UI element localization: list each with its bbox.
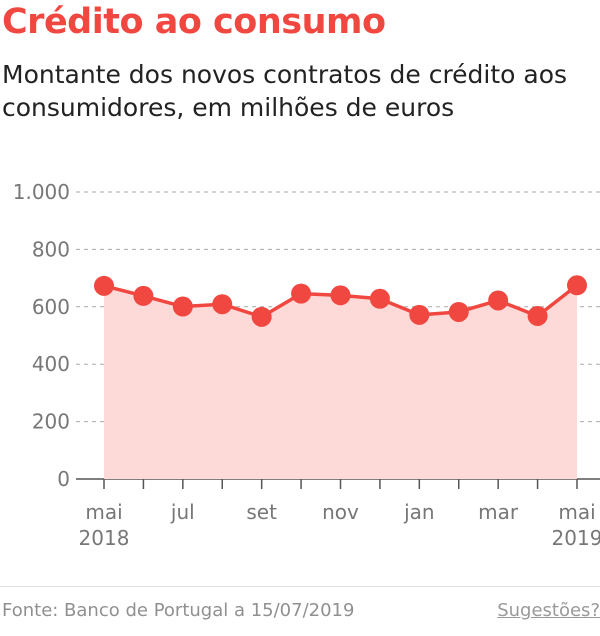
y-tick-label: 1.000 bbox=[13, 180, 70, 204]
data-point bbox=[212, 294, 233, 315]
x-tick-label: jul bbox=[170, 500, 195, 524]
y-tick-label: 400 bbox=[32, 352, 70, 376]
x-tick-label: set bbox=[246, 500, 277, 524]
source-note: Fonte: Banco de Portugal a 15/07/2019 bbox=[2, 600, 355, 621]
chart-subtitle: Montante dos novos contratos de crédito … bbox=[2, 60, 568, 122]
x-tick-label: 2018 bbox=[79, 526, 130, 550]
y-tick-label: 800 bbox=[32, 237, 70, 261]
data-point bbox=[527, 305, 548, 326]
x-tick-label: jan bbox=[403, 500, 435, 524]
data-point bbox=[251, 306, 272, 327]
footer-divider bbox=[0, 586, 600, 587]
x-tick-label: nov bbox=[322, 500, 359, 524]
suggestions-link[interactable]: Sugestões? bbox=[497, 600, 600, 621]
x-tick-label: mar bbox=[478, 500, 519, 524]
data-point bbox=[172, 296, 193, 317]
data-point bbox=[94, 275, 114, 296]
x-tick-label: 2019 bbox=[552, 526, 600, 550]
area-fill bbox=[104, 285, 577, 479]
x-tick-label: mai bbox=[558, 500, 595, 524]
x-tick-label: mai bbox=[85, 500, 122, 524]
data-point bbox=[369, 288, 390, 309]
gridlines: 0 200 400 600 800 1.000 bbox=[13, 180, 600, 491]
data-point bbox=[409, 304, 430, 325]
chart-title: Crédito ao consumo bbox=[2, 2, 386, 42]
data-point bbox=[291, 283, 312, 304]
area-layer bbox=[104, 285, 577, 479]
data-point bbox=[488, 290, 509, 311]
y-tick-label: 600 bbox=[32, 295, 70, 319]
data-point bbox=[567, 275, 587, 296]
data-point bbox=[133, 285, 154, 306]
point-layer bbox=[94, 275, 587, 327]
y-tick-label: 200 bbox=[32, 410, 70, 434]
data-point bbox=[448, 301, 469, 322]
data-point bbox=[330, 285, 351, 306]
y-tick-label: 0 bbox=[57, 467, 70, 491]
footer: Fonte: Banco de Portugal a 15/07/2019 Su… bbox=[0, 600, 600, 630]
